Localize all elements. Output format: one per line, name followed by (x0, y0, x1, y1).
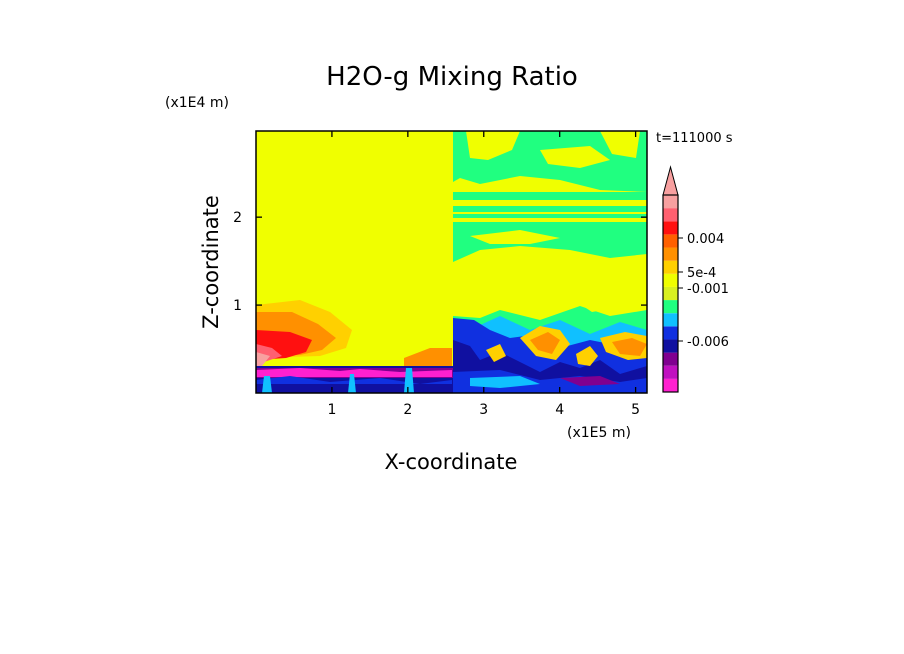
x-tick-label: 5 (631, 402, 640, 418)
colorbar-segment (663, 365, 678, 379)
field-patch-purple (560, 376, 620, 386)
field-band-green-5 (453, 222, 647, 262)
field-region-pink-left (256, 352, 270, 366)
x-multiplier: (x1E5 m) (567, 425, 631, 441)
x-tick-label: 2 (403, 402, 412, 418)
time-label: t=111000 s (656, 131, 733, 146)
field-layer-magenta-left (256, 368, 452, 377)
colorbar-segment (663, 208, 678, 222)
plot-frame (255, 130, 648, 394)
field-region-orange-mid (404, 348, 452, 368)
colorbar-label: 0.004 (687, 232, 724, 247)
field-patch-cyan (470, 376, 540, 388)
field-plume-cyan-3 (262, 376, 272, 393)
x-ticks: 1 2 3 4 5 (327, 131, 640, 418)
colorbar-segment (663, 300, 678, 314)
x-tick-label: 4 (555, 402, 564, 418)
colorbar-segment (663, 326, 678, 340)
field-hole-yellow-1 (466, 131, 520, 160)
field-wisp-orange-2 (612, 338, 647, 356)
colorbar-segment (663, 286, 678, 301)
field-hole-yellow-4 (470, 230, 560, 244)
x-tick-label: 1 (327, 402, 336, 418)
field-band-green-3 (453, 206, 647, 212)
colorbar-segment (663, 313, 678, 327)
colorbar-extend-arrow (662, 165, 679, 196)
colorbar-segment (663, 260, 678, 274)
colorbar-label: 5e-4 (687, 266, 716, 281)
colorbar-segment (663, 247, 678, 261)
field-wisp-gold-4 (486, 344, 506, 362)
field-regions (256, 131, 647, 393)
y-tick-label: 2 (233, 210, 242, 226)
field-wisp-yellow (574, 298, 614, 312)
x-axis-label: X-coordinate (385, 450, 518, 474)
field-plume-cyan-1 (348, 374, 356, 393)
field-wisp-gold-3 (576, 346, 598, 366)
field-band-green-4 (453, 214, 647, 218)
colorbar-label: -0.006 (687, 335, 729, 350)
colorbar-segment (663, 273, 678, 287)
colorbar-segment (663, 195, 678, 209)
y-tick-label: 1 (233, 298, 242, 314)
field-plume-cyan-2 (404, 368, 414, 393)
colorbar-frame (662, 194, 679, 393)
y-ticks: 12 (233, 210, 647, 314)
field-wisp-orange-1 (530, 332, 560, 354)
y-axis-label: Z-coordinate (199, 195, 223, 329)
chart-title: H2O-g Mixing Ratio (326, 62, 578, 92)
y-multiplier: (x1E4 m) (165, 95, 229, 111)
field-hole-yellow-3 (600, 131, 640, 158)
colorbar-label: -0.001 (687, 282, 729, 297)
field-hole-yellow-2 (540, 146, 610, 168)
heatmap-field (256, 131, 647, 393)
colorbar-segment (663, 378, 678, 392)
colorbar: 0.004 5e-4-0.001 -0.006 (662, 165, 729, 393)
colorbar-segment (663, 352, 678, 366)
colorbar-segment (663, 234, 678, 248)
field-band-green-2 (453, 192, 647, 200)
x-tick-label: 3 (479, 402, 488, 418)
colorbar-segment (663, 339, 678, 353)
colorbar-segment (663, 221, 678, 235)
